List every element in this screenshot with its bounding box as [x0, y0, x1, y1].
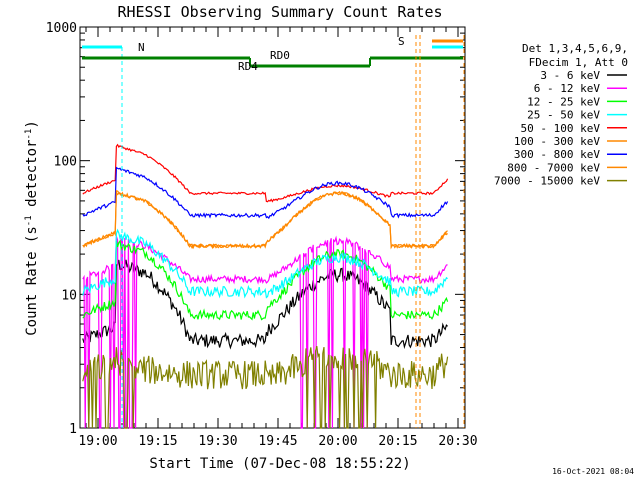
y-axis-label-part2: detector	[24, 140, 40, 216]
series-line-6	[82, 166, 449, 220]
legend-label: 7000 - 15000 keV	[494, 175, 600, 188]
x-tick-label: 19:45	[258, 434, 297, 449]
series-line-0	[82, 259, 449, 350]
legend-label: 800 - 7000 keV	[507, 161, 600, 174]
y-tick-label: 10	[61, 288, 77, 303]
legend-label: 300 - 800 keV	[514, 148, 600, 161]
n-label: N	[138, 41, 145, 54]
legend: Det 1,3,4,5,6,9,FDecim 1, Att 03 - 6 keV…	[494, 42, 628, 188]
legend-label: 50 - 100 keV	[521, 122, 601, 135]
y-axis-label: Count Rate (s-1 detector-1)	[24, 120, 40, 336]
legend-label: 6 - 12 keV	[534, 82, 601, 95]
x-tick-label: 19:00	[78, 434, 117, 449]
s-label: S	[398, 35, 405, 48]
rd4-label: RD4	[238, 60, 258, 73]
series-line-8	[82, 345, 449, 429]
series-line-7	[82, 189, 448, 250]
legend-label: 100 - 300 keV	[514, 135, 600, 148]
y-tick-label: 1000	[46, 21, 77, 36]
x-axis-label: Start Time (07-Dec-08 18:55:22)	[149, 456, 410, 472]
x-tick-label: 20:00	[318, 434, 357, 449]
series-group	[82, 143, 449, 429]
plot-frame	[79, 26, 466, 429]
legend-header-line: Det 1,3,4,5,6,9,	[522, 42, 628, 55]
x-tick-label: 19:15	[138, 434, 177, 449]
series-line-1	[82, 235, 448, 429]
footer-timestamp: 16-Oct-2021 08:04	[552, 467, 634, 476]
x-tick-label: 19:30	[198, 434, 237, 449]
rd0-label: RD0	[270, 49, 290, 62]
y-axis-label-sup1: -1	[24, 215, 34, 226]
y-axis-label-sup2: -1	[24, 129, 34, 140]
y-tick-label: 1	[69, 422, 77, 437]
annotations: N RD0 RD4 S	[82, 35, 465, 428]
series-line-3	[82, 228, 448, 299]
y-axis-label-part1: Count Rate (s	[24, 226, 40, 336]
legend-label: 12 - 25 keV	[527, 95, 600, 108]
y-tick-label: 100	[54, 155, 77, 170]
chart-title: RHESSI Observing Summary Count Rates	[117, 3, 442, 21]
series-line-2	[82, 239, 449, 321]
legend-header-line: FDecim 1, Att 0	[529, 56, 628, 69]
legend-label: 25 - 50 keV	[527, 109, 600, 122]
x-tick-label: 20:30	[438, 434, 477, 449]
series-line-4	[82, 143, 449, 203]
y-axis-label-part3: )	[24, 120, 40, 128]
legend-label: 3 - 6 keV	[540, 69, 600, 82]
x-tick-label: 20:15	[378, 434, 417, 449]
plot-area: 1 10 100 1000 19:00 19:15 19:30 19:45 20:00 20:15…	[46, 21, 478, 449]
